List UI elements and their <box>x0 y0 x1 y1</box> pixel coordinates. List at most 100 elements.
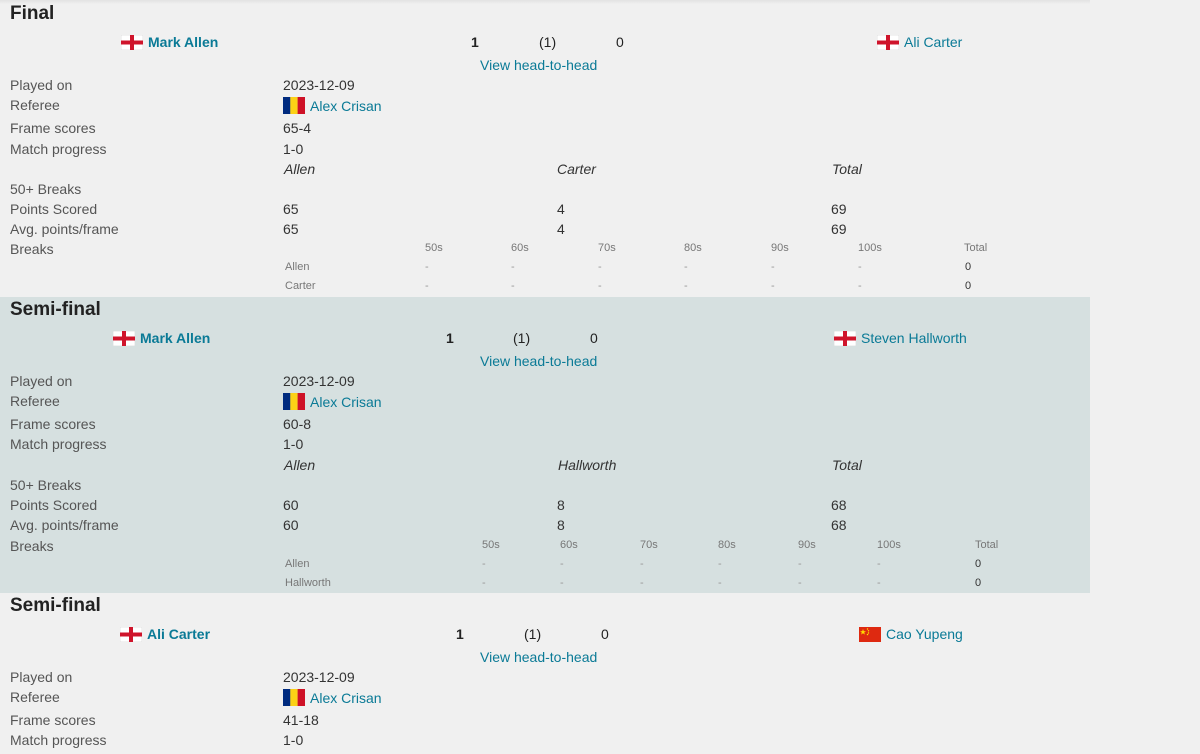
breaks-row-name: Carter <box>285 280 316 292</box>
player2-name: Ali Carter <box>904 34 963 50</box>
romania-flag-icon <box>283 393 305 410</box>
breaks-label: Breaks <box>10 538 54 554</box>
match-progress-label: Match progress <box>10 141 107 157</box>
score2: 0 <box>601 626 609 642</box>
referee-label: Referee <box>10 393 60 409</box>
referee-label: Referee <box>10 97 60 113</box>
view-head-to-head-link[interactable]: View head-to-head <box>480 353 598 369</box>
frame-scores-label: Frame scores <box>10 120 96 136</box>
breaks-cell: - <box>482 577 486 589</box>
breaks-col-90s: 90s <box>771 242 789 254</box>
stats-header-player2: Hallworth <box>558 457 617 473</box>
player1-name: Mark Allen <box>148 34 219 50</box>
match-progress-label: Match progress <box>10 732 107 748</box>
score1: 1 <box>471 34 479 50</box>
breaks-cell: - <box>425 261 429 273</box>
referee-link[interactable]: Alex Crisan <box>283 689 382 706</box>
player2-link[interactable]: Ali Carter <box>877 34 962 50</box>
frame-scores-value: 41-18 <box>283 712 319 728</box>
breaks-cell-total: 0 <box>975 558 982 570</box>
breaks-col-80s: 80s <box>684 242 702 254</box>
breaks-cell: - <box>771 261 775 273</box>
breaks-cell: - <box>511 261 515 273</box>
match-progress-label: Match progress <box>10 436 107 452</box>
frame-scores-value: 65-4 <box>283 120 312 136</box>
breaks-cell: - <box>560 558 564 570</box>
points-total: 69 <box>831 201 847 217</box>
match-progress-value: 1-0 <box>283 436 304 452</box>
breaks-cell: - <box>798 577 802 589</box>
view-head-to-head-link[interactable]: View head-to-head <box>480 649 598 665</box>
player2-name: Steven Hallworth <box>861 330 967 346</box>
score1: 1 <box>456 626 464 642</box>
referee-name: Alex Crisan <box>310 393 382 410</box>
china-flag-icon <box>859 626 881 642</box>
breaks-cell: - <box>511 280 515 292</box>
player1-link[interactable]: Mark Allen <box>113 330 210 346</box>
player1-link[interactable]: Mark Allen <box>121 34 218 50</box>
breaks-cell: - <box>684 280 688 292</box>
frame-scores-label: Frame scores <box>10 712 96 728</box>
breaks-cell: - <box>640 577 644 589</box>
avg-total: 69 <box>831 221 847 237</box>
breaks-cell: - <box>718 577 722 589</box>
breaks-cell: - <box>598 261 602 273</box>
breaks-cell: - <box>877 577 881 589</box>
breaks-cell: - <box>877 558 881 570</box>
breaks-col-70s: 70s <box>640 539 658 551</box>
match-progress-value: 1-0 <box>283 732 304 748</box>
avg-player2: 4 <box>557 221 565 237</box>
breaks-cell-total: 0 <box>965 280 972 292</box>
points-player2: 8 <box>557 497 565 513</box>
player2-link[interactable]: Cao Yupeng <box>859 626 963 642</box>
breaks-label: Breaks <box>10 241 54 257</box>
played-on-label: Played on <box>10 77 73 93</box>
points-scored-label: Points Scored <box>10 201 98 217</box>
breaks-cell: - <box>771 280 775 292</box>
view-head-to-head-link[interactable]: View head-to-head <box>480 57 598 73</box>
avg-player1: 65 <box>283 221 299 237</box>
referee-link[interactable]: Alex Crisan <box>283 97 382 114</box>
player2-link[interactable]: Steven Hallworth <box>834 330 967 346</box>
romania-flag-icon <box>283 689 305 706</box>
breaks-col-90s: 90s <box>798 539 816 551</box>
avg-player2: 8 <box>557 517 565 533</box>
breaks-row-name: Hallworth <box>285 577 331 589</box>
frames-played: (1) <box>524 626 542 642</box>
player1-name: Mark Allen <box>140 330 211 346</box>
breaks-cell-total: 0 <box>975 577 982 589</box>
frame-scores-value: 60-8 <box>283 416 312 432</box>
breaks-col-60s: 60s <box>560 539 578 551</box>
england-flag-icon <box>121 34 143 50</box>
played-on-value: 2023-12-09 <box>283 77 355 93</box>
breaks-col-total: Total <box>964 242 988 254</box>
match-progress-value: 1-0 <box>283 141 304 157</box>
referee-link[interactable]: Alex Crisan <box>283 393 382 410</box>
played-on-value: 2023-12-09 <box>283 669 355 685</box>
breaks-cell: - <box>640 558 644 570</box>
breaks-cell: - <box>425 280 429 292</box>
frame-scores-label: Frame scores <box>10 416 96 432</box>
breaks-cell: - <box>684 261 688 273</box>
referee-name: Alex Crisan <box>310 97 382 114</box>
stats-header-player2: Carter <box>557 161 596 177</box>
breaks-row-name: Allen <box>285 261 310 273</box>
match-semi-final-1: Semi-final Mark Allen 1 (1) 0 Steven Hal… <box>0 297 1090 593</box>
avg-total: 68 <box>831 517 847 533</box>
avg-points-label: Avg. points/frame <box>10 221 119 237</box>
score1: 1 <box>446 330 454 346</box>
breaks-cell-total: 0 <box>965 261 972 273</box>
avg-points-label: Avg. points/frame <box>10 517 119 533</box>
breaks-row-name: Allen <box>285 558 310 570</box>
breaks-col-60s: 60s <box>511 242 529 254</box>
points-player1: 60 <box>283 497 299 513</box>
stats-header-total: Total <box>832 161 862 177</box>
breaks50-label: 50+ Breaks <box>10 181 82 197</box>
stats-header-total: Total <box>832 457 862 473</box>
player1-link[interactable]: Ali Carter <box>120 626 210 642</box>
played-on-label: Played on <box>10 373 73 389</box>
breaks-cell: - <box>798 558 802 570</box>
breaks-col-50s: 50s <box>425 242 443 254</box>
breaks-cell: - <box>598 280 602 292</box>
points-total: 68 <box>831 497 847 513</box>
